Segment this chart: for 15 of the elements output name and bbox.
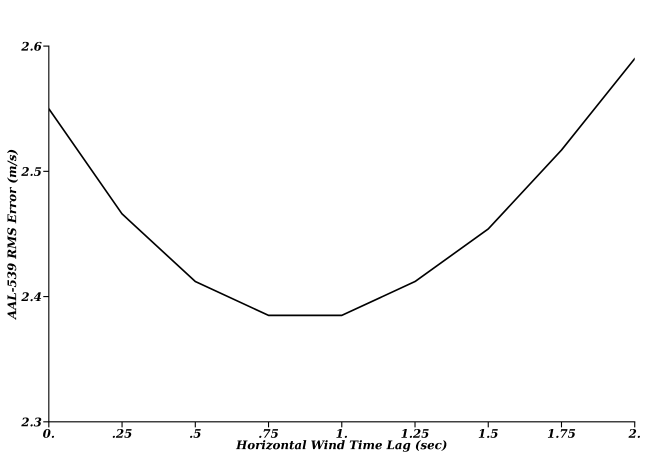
x-tick-label: 1. (336, 428, 347, 438)
x-tick-label: 1.25 (401, 428, 429, 438)
x-tick-label: .5 (190, 429, 201, 438)
x-tick-label: 0. (43, 428, 54, 438)
y-tick-label: 2.4 (21, 292, 42, 302)
x-tick-label: .75 (259, 429, 278, 438)
y-tick-label: 2.6 (21, 42, 42, 51)
x-tick-label: 2. (628, 428, 640, 438)
y-tick-label: 2.5 (21, 167, 42, 176)
x-tick-label: .25 (112, 428, 132, 438)
x-tick-label: 1.75 (548, 428, 576, 438)
x-axis-title: Horizontal Wind Time Lag (sec) (236, 440, 446, 452)
x-tick-label: 1.5 (478, 428, 498, 438)
y-tick-label: 2.3 (21, 418, 42, 426)
y-axis-title: AAL-539 RMS Error (m/s) (7, 150, 18, 320)
